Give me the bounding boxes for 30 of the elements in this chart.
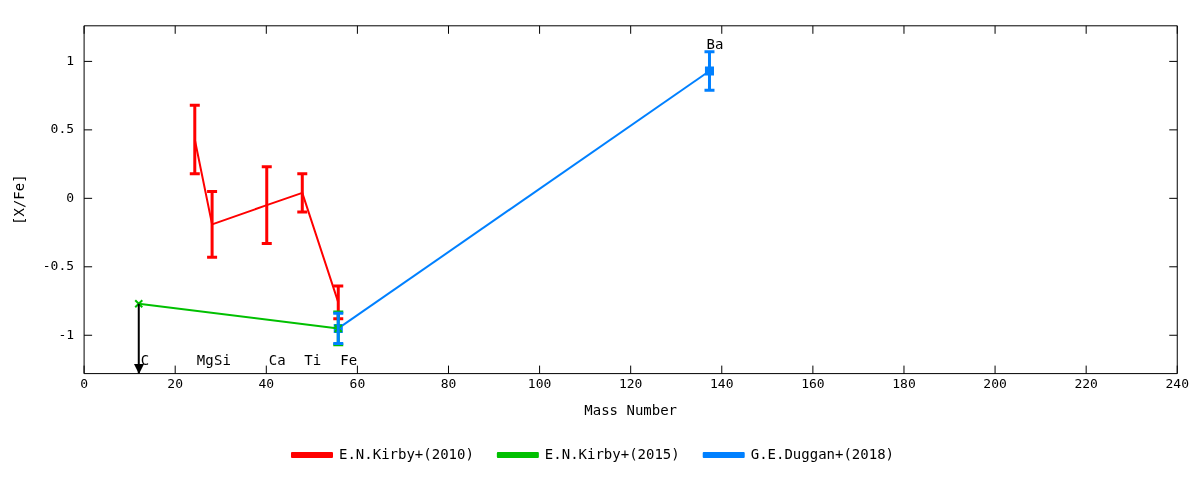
legend-label: E.N.Kirby+(2015): [544, 445, 680, 462]
y-tick-label: -1: [58, 326, 75, 342]
legend-label: E.N.Kirby+(2010): [339, 445, 474, 462]
x-tick-label: 180: [892, 375, 916, 391]
annotation: Fe: [340, 352, 358, 369]
y-axis-title: [X/Fe]: [11, 174, 28, 225]
x-tick-label: 40: [258, 375, 275, 391]
x-tick-label: 220: [1074, 375, 1098, 391]
y-tick-label: 0.5: [50, 121, 75, 137]
x-tick-label: 20: [167, 375, 184, 391]
annotation: Mg: [196, 352, 214, 369]
x-tick-label: 240: [1165, 375, 1189, 391]
x-tick-label: 60: [349, 375, 366, 391]
annotation: Ti: [304, 352, 322, 369]
legend-label: G.E.Duggan+(2018): [750, 445, 895, 462]
x-tick-label: 140: [710, 375, 734, 391]
x-tick-label: 160: [801, 375, 825, 391]
y-tick-label: 1: [66, 52, 75, 68]
y-tick-label: -0.5: [42, 258, 75, 274]
x-tick-label: 80: [440, 375, 457, 391]
x-tick-label: 0: [80, 375, 89, 391]
x-tick-label: 100: [527, 375, 552, 391]
annotation: Ba: [706, 35, 724, 52]
x-axis-title: Mass Number: [584, 402, 678, 419]
x-tick-label: 200: [983, 375, 1007, 391]
annotation: C: [140, 352, 150, 369]
annotation: Si: [214, 352, 231, 369]
y-tick-label: 0: [66, 189, 75, 205]
x-tick-label: 120: [618, 375, 643, 391]
annotation: Ca: [268, 352, 286, 369]
